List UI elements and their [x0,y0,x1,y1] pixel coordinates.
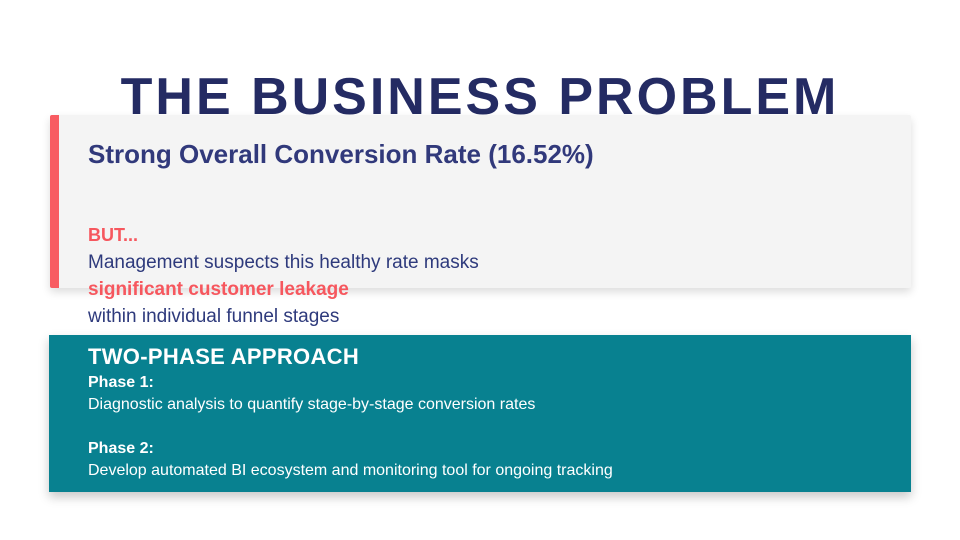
approach-heading: TWO-PHASE APPROACH [88,344,360,369]
phase1-label: Phase 1: [88,374,154,391]
phase2-label: Phase 2: [88,440,154,457]
but-label: BUT... [88,225,139,245]
phase2-text: Develop automated BI ecosystem and monit… [88,462,613,479]
problem-card-background [50,115,911,288]
problem-line-2: within individual funnel stages [88,306,340,327]
problem-heading: Strong Overall Conversion Rate (16.52%) [88,139,594,169]
problem-line-1: Management suspects this healthy rate ma… [88,252,479,273]
problem-highlight: significant customer leakage [88,279,349,300]
problem-card-accent-bar [50,115,59,288]
problem-card: Strong Overall Conversion Rate (16.52%) … [88,139,868,330]
phase-spacer [88,416,881,438]
approach-card: TWO-PHASE APPROACH Phase 1: Diagnostic a… [49,335,911,492]
phase1-text: Diagnostic analysis to quantify stage-by… [88,396,536,413]
